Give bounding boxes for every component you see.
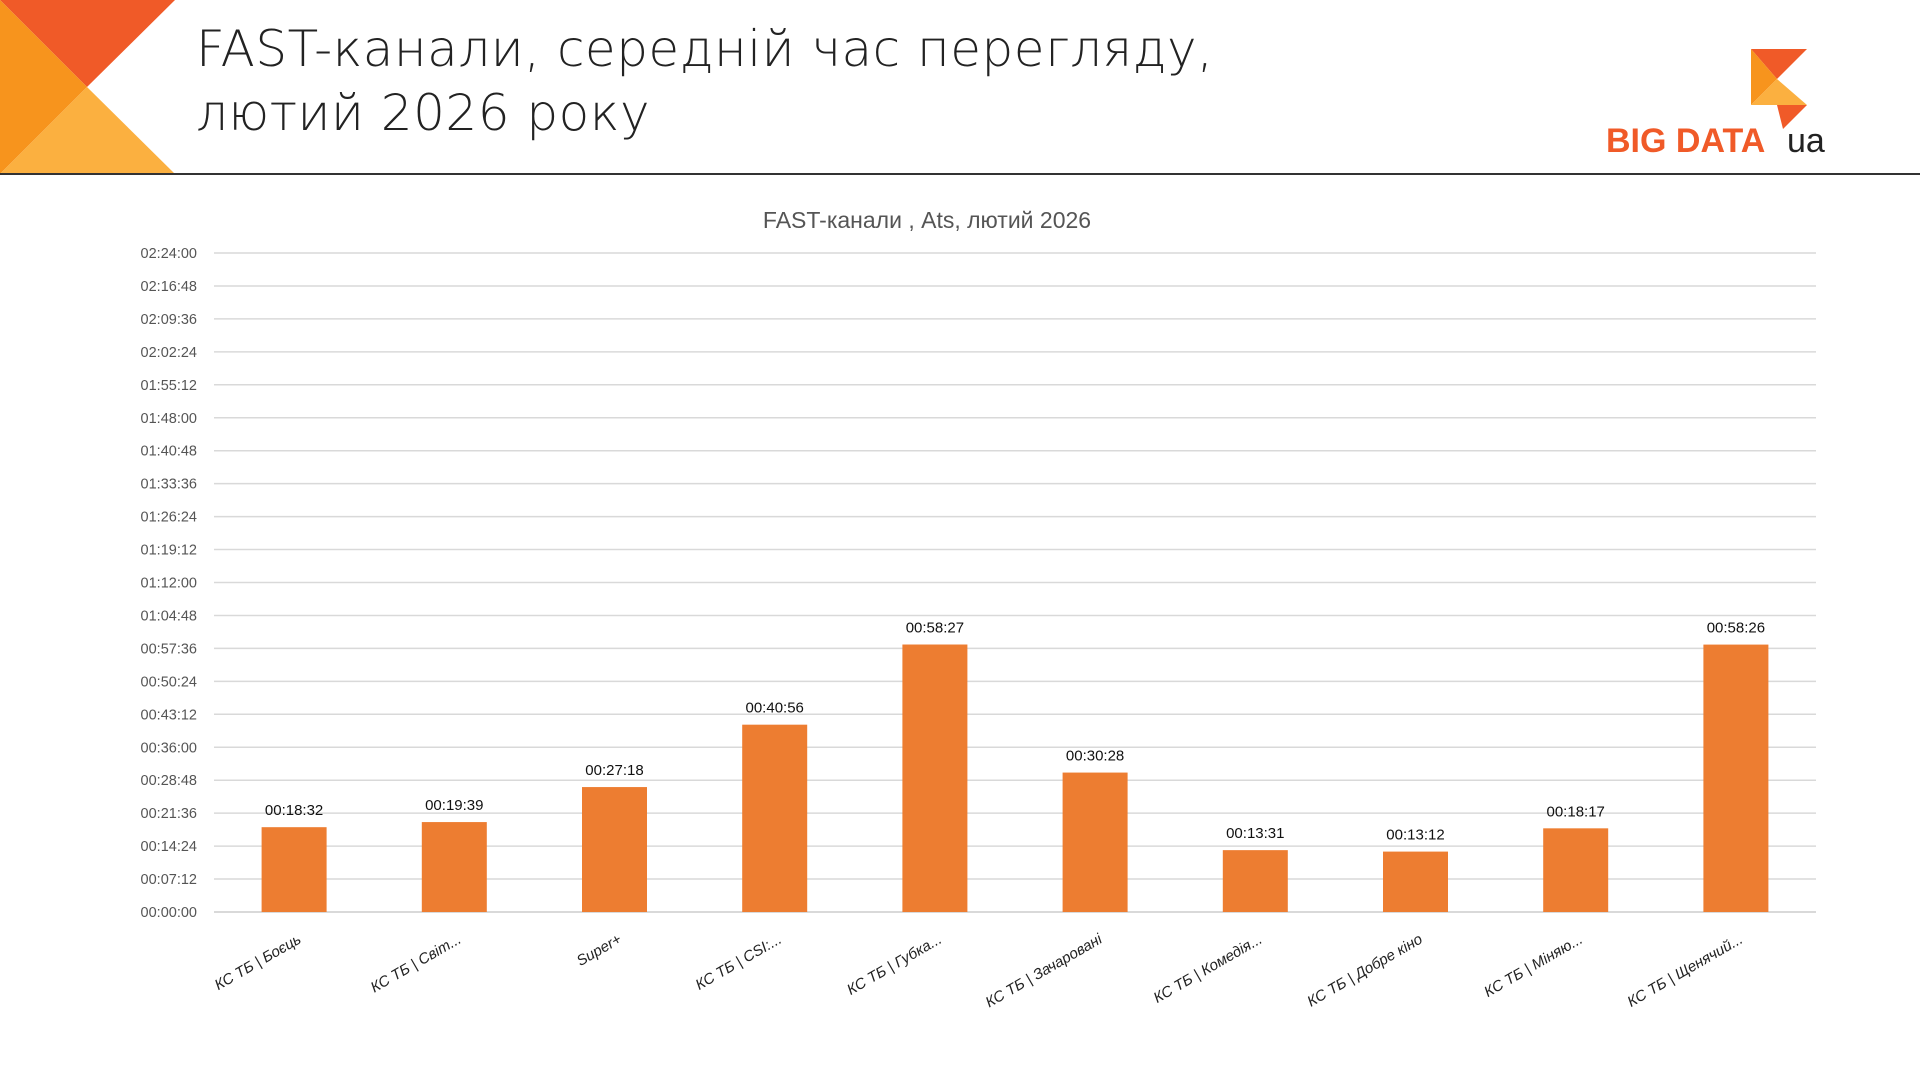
y-tick-label: 01:12:00 <box>141 576 197 592</box>
header-divider <box>0 173 1920 175</box>
bar <box>742 724 808 912</box>
y-tick-label: 00:00:00 <box>141 905 197 921</box>
bar <box>421 822 487 912</box>
bar <box>1543 828 1609 912</box>
y-tick-label: 02:16:48 <box>141 279 197 295</box>
data-label: 00:40:56 <box>746 700 804 717</box>
y-tick-label: 00:28:48 <box>141 773 197 789</box>
x-tick-label: КС ТБ | Світ... <box>368 931 465 997</box>
y-tick-label: 01:19:12 <box>141 543 197 559</box>
data-label: 00:58:26 <box>1707 620 1765 637</box>
y-tick-label: 01:40:48 <box>141 444 197 460</box>
x-tick-label: КС ТБ | Комедія... <box>1151 931 1266 1007</box>
y-tick-label: 01:48:00 <box>141 411 197 427</box>
data-label: 00:13:12 <box>1386 827 1444 844</box>
y-tick-label: 01:04:48 <box>141 608 197 624</box>
y-tick-label: 00:50:24 <box>141 674 197 690</box>
data-label: 00:13:31 <box>1226 825 1284 842</box>
x-tick-label: КС ТБ | Губка... <box>844 931 945 999</box>
y-tick-label: 02:24:00 <box>141 246 197 262</box>
y-tick-label: 01:26:24 <box>141 510 197 526</box>
x-tick-label: КС ТБ | Боєць <box>212 931 304 994</box>
svg-text:BIG DATA: BIG DATA <box>1606 122 1765 160</box>
x-tick-label: КС ТБ | Міняю... <box>1481 931 1585 1001</box>
bar <box>582 787 647 912</box>
y-tick-label: 00:21:36 <box>141 806 197 822</box>
bar <box>1383 851 1448 912</box>
y-tick-label: 00:57:36 <box>141 641 197 657</box>
data-label: 00:19:39 <box>425 797 483 814</box>
y-tick-label: 00:14:24 <box>141 839 197 855</box>
data-label: 00:18:17 <box>1547 803 1605 820</box>
y-tick-label: 02:09:36 <box>141 312 197 328</box>
page-title-line1: FAST-канали, середній час перегляду, <box>196 20 1214 78</box>
y-tick-label: 01:33:36 <box>141 477 197 493</box>
bar <box>1703 644 1769 912</box>
x-tick-label: КС ТБ | Щенячий... <box>1624 931 1745 1011</box>
chart-title: FAST-канали , Ats, лютий 2026 <box>763 207 1091 233</box>
data-label: 00:58:27 <box>906 620 964 637</box>
x-tick-label: КС ТБ | Добре кіно <box>1304 931 1425 1011</box>
x-tick-label: КС ТБ | CSI:... <box>693 931 785 994</box>
x-tick-label: Super+ <box>574 931 625 970</box>
data-label: 00:27:18 <box>585 762 643 779</box>
data-label: 00:18:32 <box>265 802 323 819</box>
y-tick-label: 00:07:12 <box>141 872 197 888</box>
bar <box>1062 772 1128 912</box>
y-tick-label: 00:36:00 <box>141 740 197 756</box>
svg-text:ua: ua <box>1787 122 1825 160</box>
y-tick-label: 00:43:12 <box>141 707 197 723</box>
corner-decoration <box>0 0 175 174</box>
x-tick-label: КС ТБ | Зачаровані <box>983 930 1106 1011</box>
bar <box>902 644 968 912</box>
page-title-line2: лютий 2026 року <box>196 84 651 142</box>
y-tick-label: 01:55:12 <box>141 378 197 394</box>
y-tick-label: 02:02:24 <box>141 345 197 361</box>
bar <box>1222 850 1288 912</box>
bar <box>261 827 327 912</box>
big-data-ua-logo: BIG DATA ua <box>1606 49 1825 160</box>
data-label: 00:30:28 <box>1066 748 1124 765</box>
